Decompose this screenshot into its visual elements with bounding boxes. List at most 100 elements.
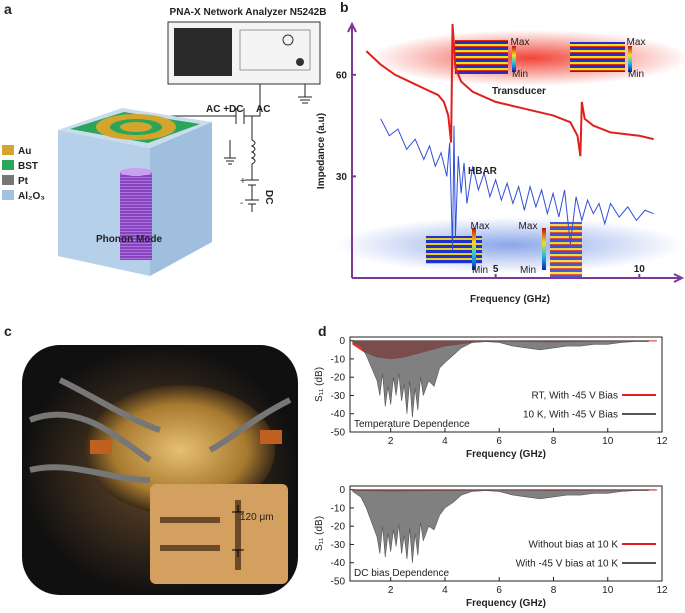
x-tick-label: 4: [442, 436, 448, 447]
colorbar-label: Min: [520, 265, 536, 276]
colorbar-label: Min: [628, 69, 644, 80]
colorbar: [512, 46, 516, 72]
series-label: Transducer: [492, 86, 546, 97]
photo: 120 μm: [22, 345, 298, 595]
line: [365, 23, 654, 157]
x-tick-label: 5: [493, 264, 499, 275]
colorbar-label: Max: [511, 37, 530, 48]
y-tick-label: -40: [331, 558, 346, 569]
x-tick-label: 12: [656, 436, 668, 447]
simulation-insets: [335, 30, 685, 278]
y-tick-label: -30: [331, 540, 346, 551]
x-tick-label: 4: [442, 585, 448, 596]
x-axis: [352, 273, 685, 283]
y-axis-label: S₁₁ (dB): [314, 516, 325, 551]
y-tick-label: -40: [331, 409, 346, 420]
colorbar-label: Max: [471, 221, 490, 232]
mode-image: [426, 236, 482, 264]
y-tick-label: -20: [331, 373, 346, 384]
x-tick-label: 2: [388, 436, 394, 447]
legend-swatch: [2, 160, 14, 170]
ac-label: AC: [256, 104, 270, 115]
y-tick-label: -10: [331, 354, 346, 365]
line: [380, 118, 654, 251]
instrument-label: PNA-X Network Analyzer N5242B: [170, 7, 327, 18]
plot-frame: [349, 485, 663, 582]
panel-label: a: [4, 1, 12, 17]
y-tick-label: -10: [331, 503, 346, 514]
y-tick-label: -30: [331, 391, 346, 402]
mode-label: Phonon Mode: [96, 234, 163, 245]
x-axis-label: Frequency (GHz): [466, 449, 546, 460]
probe: [90, 440, 112, 454]
panel-label: c: [4, 323, 12, 339]
analyzer-screen: [174, 28, 232, 76]
mode-image: [455, 40, 508, 74]
x-tick-label: 10: [634, 264, 646, 275]
legend-label: With -45 V bias at 10 K: [516, 559, 619, 570]
electrode-center: [120, 122, 152, 132]
y-tick-label: 0: [339, 336, 345, 347]
battery-minus: -: [240, 198, 243, 209]
colorbar-label: Min: [472, 265, 488, 276]
colorbar: [472, 228, 476, 270]
legend-swatch: [2, 190, 14, 200]
colorbar-label: Min: [512, 69, 528, 80]
legend-label: RT, With -45 V Bias: [531, 391, 618, 402]
ground: [298, 84, 312, 104]
colorbar: [542, 228, 546, 270]
y-axis-label: S₁₁ (dB): [314, 367, 325, 402]
y-tick-label: 60: [336, 70, 348, 81]
x-axis-label: Frequency (GHz): [466, 598, 546, 609]
phonon-mode-top: [120, 168, 152, 176]
area: [352, 340, 649, 418]
x-tick-label: 8: [551, 585, 557, 596]
scale-label: 120 μm: [240, 512, 274, 523]
legend-label: BST: [18, 161, 38, 172]
x-tick-label: 2: [388, 585, 394, 596]
material-legend: Au BST Pt Al₂O₃: [2, 145, 45, 202]
legend-label: 10 K, With -45 V Bias: [523, 410, 618, 421]
cables: [28, 377, 292, 483]
y-tick-label: -50: [331, 577, 346, 588]
dc-label: DC: [263, 190, 274, 204]
x-axis-label: Frequency (GHz): [470, 294, 550, 305]
colorbar-label: Max: [627, 37, 646, 48]
inductor-battery: [245, 116, 259, 212]
series-label: HBAR: [468, 166, 498, 177]
phonon-mode: [120, 172, 152, 260]
x-tick-label: 8: [551, 436, 557, 447]
micrograph: [150, 484, 288, 584]
x-tick-label: 6: [496, 585, 502, 596]
legend-label: Au: [18, 146, 31, 157]
colorbar: [628, 46, 632, 72]
battery-plus: +: [240, 176, 246, 187]
capacitor: [235, 108, 245, 124]
x-tick-label: 6: [496, 436, 502, 447]
x-tick-label: 12: [656, 585, 668, 596]
analyzer-buttons: [239, 29, 311, 71]
ac-dc-label: AC +DC: [206, 104, 244, 115]
panel-label: d: [318, 323, 327, 339]
mode-image: [570, 42, 625, 72]
legend-label: Al₂O₃: [18, 191, 45, 202]
panel-label: b: [340, 0, 349, 15]
setup-diagram: PNA-X Network Analyzer N5242B AC + DC AC …: [2, 7, 326, 276]
y-axis: [347, 21, 357, 278]
legend-swatch: [2, 145, 14, 155]
legend-label: Without bias at 10 K: [529, 540, 619, 551]
mode-image: [550, 222, 582, 278]
x-tick-label: 10: [602, 436, 614, 447]
legend-label: Pt: [18, 176, 29, 187]
y-axis-label: Impedance (a.u): [316, 113, 327, 189]
probe: [260, 430, 282, 444]
y-tick-label: 0: [339, 485, 345, 496]
annotation: DC bias Dependence: [354, 568, 449, 579]
plot-frame: [349, 336, 663, 433]
y-tick-label: -20: [331, 522, 346, 533]
y-tick-label: -50: [331, 428, 346, 439]
y-tick-label: 30: [336, 172, 348, 183]
